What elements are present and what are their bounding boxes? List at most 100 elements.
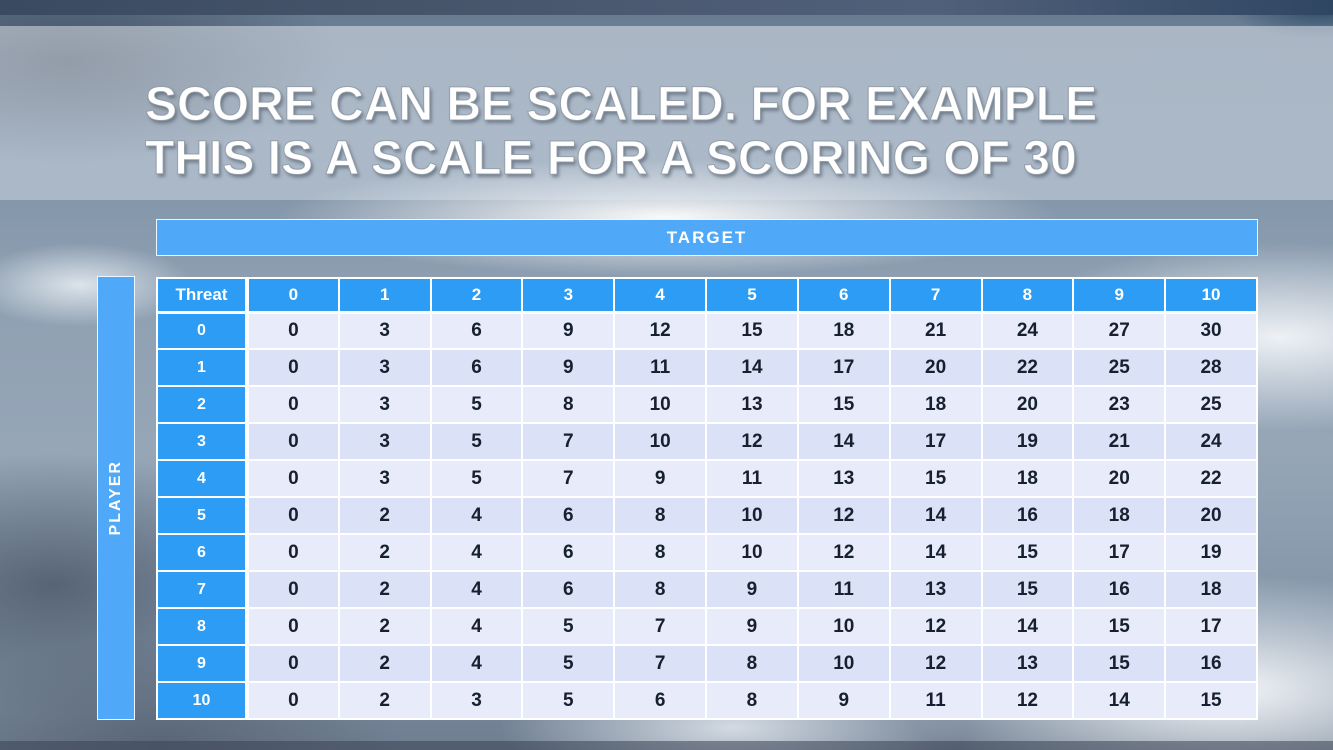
score-cell: 30: [1164, 311, 1258, 350]
score-cell: 4: [429, 644, 524, 683]
score-cell: 4: [429, 570, 524, 609]
score-cell: 0: [246, 644, 340, 683]
row-header: 9: [156, 644, 249, 683]
score-cell: 0: [246, 533, 340, 572]
score-cell: 13: [980, 644, 1075, 683]
table-row: 4 0 3 5 7 9 11 13 15 18 20 22: [156, 459, 1258, 498]
target-axis-label: TARGET: [666, 227, 748, 247]
score-cell: 6: [429, 348, 524, 387]
table-row: 8 0 2 4 5 7 9 10 12 14 15 17: [156, 607, 1258, 646]
score-cell: 3: [337, 385, 432, 424]
table-row: 3 0 3 5 7 10 12 14 17 19 21 24: [156, 422, 1258, 461]
score-cell: 18: [980, 459, 1075, 498]
score-cell: 2: [337, 644, 432, 683]
score-cell: 16: [1072, 570, 1167, 609]
score-cell: 2: [337, 607, 432, 646]
score-cell: 20: [1164, 496, 1258, 535]
row-header: 10: [156, 681, 249, 720]
score-cell: 0: [246, 681, 340, 720]
score-cell: 8: [705, 644, 799, 683]
score-cell: 7: [521, 422, 616, 461]
score-cell: 4: [429, 607, 524, 646]
score-cell: 3: [337, 348, 432, 387]
score-cell: 3: [337, 422, 432, 461]
score-cell: 17: [796, 348, 891, 387]
score-cell: 25: [1164, 385, 1258, 424]
score-cell: 0: [246, 459, 340, 498]
score-cell: 14: [980, 607, 1075, 646]
score-cell: 5: [429, 422, 524, 461]
score-cell: 9: [796, 681, 891, 720]
score-cell: 2: [337, 681, 432, 720]
score-cell: 24: [980, 311, 1075, 350]
table-row: 9 0 2 4 5 7 8 10 12 13 15 16: [156, 644, 1258, 683]
header-row: Threat 0 1 2 3 4 5 6 7 8 9 10: [156, 277, 1258, 314]
score-cell: 19: [980, 422, 1075, 461]
score-cell: 9: [521, 348, 616, 387]
score-cell: 18: [1072, 496, 1167, 535]
row-header: 0: [156, 311, 249, 350]
score-cell: 12: [613, 311, 708, 350]
score-cell: 19: [1164, 533, 1258, 572]
score-cell: 9: [613, 459, 708, 498]
score-cell: 14: [796, 422, 891, 461]
score-cell: 0: [246, 348, 340, 387]
column-header: 5: [705, 277, 799, 314]
score-cell: 13: [888, 570, 983, 609]
score-cell: 17: [1072, 533, 1167, 572]
score-cell: 10: [705, 533, 799, 572]
score-cell: 21: [1072, 422, 1167, 461]
score-cell: 7: [521, 459, 616, 498]
score-table: Threat 0 1 2 3 4 5 6 7 8 9 10 0 0 3 6 9 12 15 18 21 24 27 30 1 0…: [156, 277, 1258, 720]
score-cell: 15: [705, 311, 799, 350]
score-cell: 20: [1072, 459, 1167, 498]
score-cell: 8: [613, 570, 708, 609]
column-header: 2: [429, 277, 524, 314]
score-cell: 12: [796, 496, 891, 535]
score-cell: 20: [888, 348, 983, 387]
score-cell: 14: [705, 348, 799, 387]
score-cell: 15: [888, 459, 983, 498]
bottom-sky-strip: [0, 741, 1333, 750]
score-cell: 8: [705, 681, 799, 720]
score-cell: 18: [1164, 570, 1258, 609]
column-header: 8: [980, 277, 1075, 314]
score-cell: 3: [429, 681, 524, 720]
score-cell: 12: [888, 607, 983, 646]
column-header: 0: [246, 277, 340, 314]
score-cell: 9: [521, 311, 616, 350]
score-cell: 5: [521, 607, 616, 646]
title-band: SCORE CAN BE SCALED. FOR EXAMPLE THIS IS…: [0, 26, 1333, 200]
score-cell: 17: [888, 422, 983, 461]
score-cell: 11: [888, 681, 983, 720]
slide-title: SCORE CAN BE SCALED. FOR EXAMPLE THIS IS…: [145, 78, 1305, 186]
score-cell: 17: [1164, 607, 1258, 646]
score-cell: 0: [246, 311, 340, 350]
score-cell: 6: [521, 570, 616, 609]
score-cell: 18: [796, 311, 891, 350]
score-cell: 5: [521, 644, 616, 683]
score-cell: 7: [613, 607, 708, 646]
score-cell: 12: [705, 422, 799, 461]
score-cell: 6: [429, 311, 524, 350]
score-cell: 11: [705, 459, 799, 498]
row-header: 8: [156, 607, 249, 646]
table-row: 0 0 3 6 9 12 15 18 21 24 27 30: [156, 311, 1258, 350]
score-cell: 8: [521, 385, 616, 424]
column-header: 9: [1072, 277, 1167, 314]
score-cell: 10: [705, 496, 799, 535]
score-cell: 2: [337, 570, 432, 609]
score-cell: 0: [246, 385, 340, 424]
score-cell: 13: [705, 385, 799, 424]
score-cell: 14: [888, 533, 983, 572]
row-header: 7: [156, 570, 249, 609]
score-cell: 6: [521, 496, 616, 535]
score-cell: 5: [429, 459, 524, 498]
column-header: 10: [1164, 277, 1258, 314]
score-cell: 24: [1164, 422, 1258, 461]
score-cell: 4: [429, 533, 524, 572]
column-header: 1: [337, 277, 432, 314]
score-cell: 3: [337, 311, 432, 350]
row-header: 2: [156, 385, 249, 424]
